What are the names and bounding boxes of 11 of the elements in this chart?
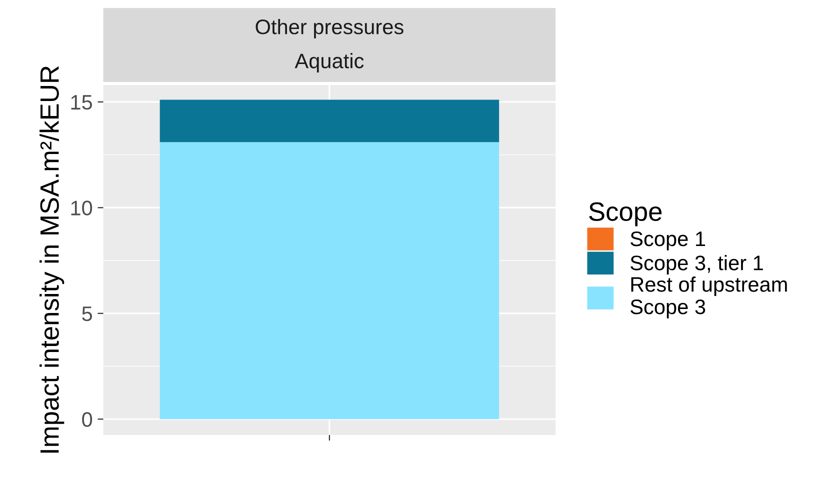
y-tick-label: 0 [82,412,92,427]
y-axis-title: Impact intensity in MSA.m²/kEUR [40,66,64,453]
legend-label: Scope 1 [630,231,706,250]
y-tick-label: 15 [71,95,92,110]
legend-label: Rest of upstream Scope 3 [630,276,787,318]
legend-title: Scope [589,202,662,226]
y-tick-label: 5 [82,306,92,322]
chart-title: Other pressures [256,19,404,38]
chart-subtitle: Aquatic [294,53,364,72]
legend-label: Scope 3, tier 1 [630,255,763,274]
y-tick-label: 10 [71,200,92,216]
